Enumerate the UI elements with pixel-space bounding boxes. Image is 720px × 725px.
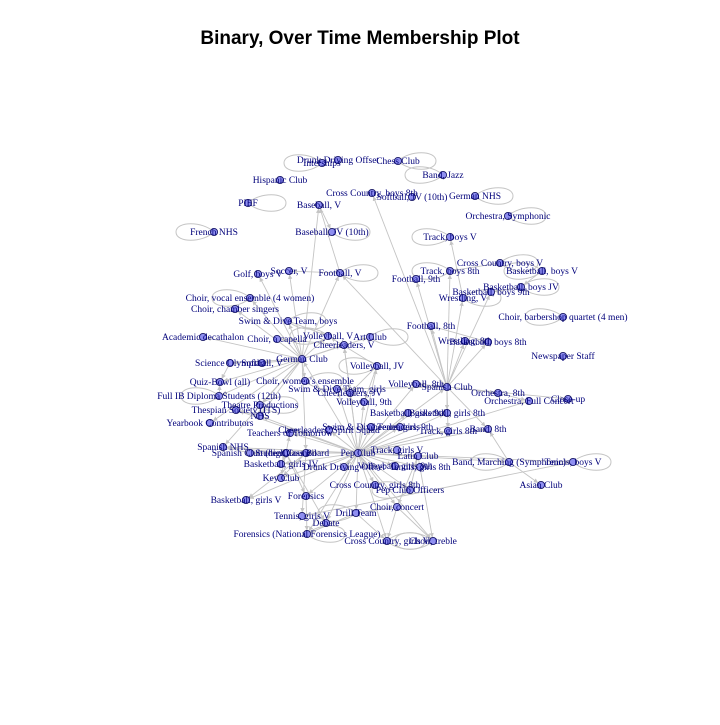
node-label: German NHS: [449, 192, 501, 202]
node-label: Swim & Dive Team, boys: [239, 317, 338, 327]
node-label: Yearbook Contributors: [167, 419, 254, 429]
node-label: Soccer, V: [271, 267, 308, 277]
node-label: Choir, concert: [370, 503, 424, 513]
edge: [388, 511, 396, 537]
node-label: Band, 8th: [470, 425, 507, 435]
node-label: Close-up: [551, 395, 586, 405]
node-label: Hispanic Club: [253, 176, 308, 186]
node-label: Track, boys V: [423, 233, 477, 243]
node-label: Track, girls 8th: [419, 427, 477, 437]
node-label: Volleyball, JV: [350, 362, 404, 372]
node-label: Chess Club: [376, 157, 420, 167]
node-label: Wrestling, V: [439, 294, 488, 304]
edge: [400, 510, 430, 539]
node-label: German Club: [276, 355, 328, 365]
node-label: PIEF: [238, 199, 258, 209]
node-label: Choir, treble: [409, 537, 457, 547]
node-label: Softball, JV (10th): [377, 192, 448, 203]
node-label: Forensics: [288, 492, 325, 502]
node-label: Choir, vocal ensemble (4 women): [186, 293, 315, 304]
node-label: Spanish Club: [422, 383, 473, 393]
node-label: Academic decathalon: [162, 333, 244, 343]
edge: [373, 197, 445, 384]
node-label: Volleyball, girls 9th: [357, 462, 432, 472]
node-label: Basketball, girls V: [211, 496, 282, 506]
node-label: Football, V: [318, 269, 361, 279]
node-label: Teachers of Tomorrow: [247, 428, 333, 439]
edge: [450, 345, 486, 384]
node-label: Football, 9th: [392, 275, 441, 285]
node-label: Band, Jazz: [422, 171, 463, 181]
node-label: Baseball, JV (10th): [295, 227, 368, 238]
node-label: Choir, barbershop quartet (4 men): [498, 312, 627, 323]
node-label: Orchestra, Symphonic: [466, 212, 551, 222]
node-label: Pep Club Officers: [376, 485, 445, 496]
node-label: Class Board: [283, 449, 329, 459]
node-label: Basketball, boys JV: [483, 283, 559, 293]
node-label: Volleyball, 9th: [336, 398, 392, 408]
node-label: French NHS: [190, 228, 238, 238]
node-label: Football, 8th: [407, 322, 456, 332]
plot-title: Binary, Over Time Membership Plot: [0, 28, 720, 50]
node-label: Debate: [313, 519, 340, 529]
node-label: Quiz-Bowl (all): [190, 377, 250, 388]
node-label: Interships: [303, 159, 341, 169]
node-label: Basketball, boys V: [506, 267, 578, 277]
node-label: Basketball, girls 9th: [370, 409, 447, 419]
node-label: Basketball, boys 8th: [449, 338, 527, 348]
node-label: Tennis, boys V: [545, 458, 602, 468]
node-label: Baseball, V: [297, 201, 341, 211]
edge: [320, 209, 339, 269]
node-label: Choir, a capella: [247, 335, 307, 345]
node-label: Choir, chamber singers: [191, 305, 279, 315]
node-label: Drill Team: [335, 509, 377, 519]
node-label: Newspaper Staff: [531, 351, 595, 362]
node-label: Cheerleaders, V: [313, 341, 374, 351]
node-label: Asian Club: [519, 481, 562, 491]
node-label: Key Club: [263, 474, 300, 484]
node-label: Latin Club: [398, 452, 439, 462]
